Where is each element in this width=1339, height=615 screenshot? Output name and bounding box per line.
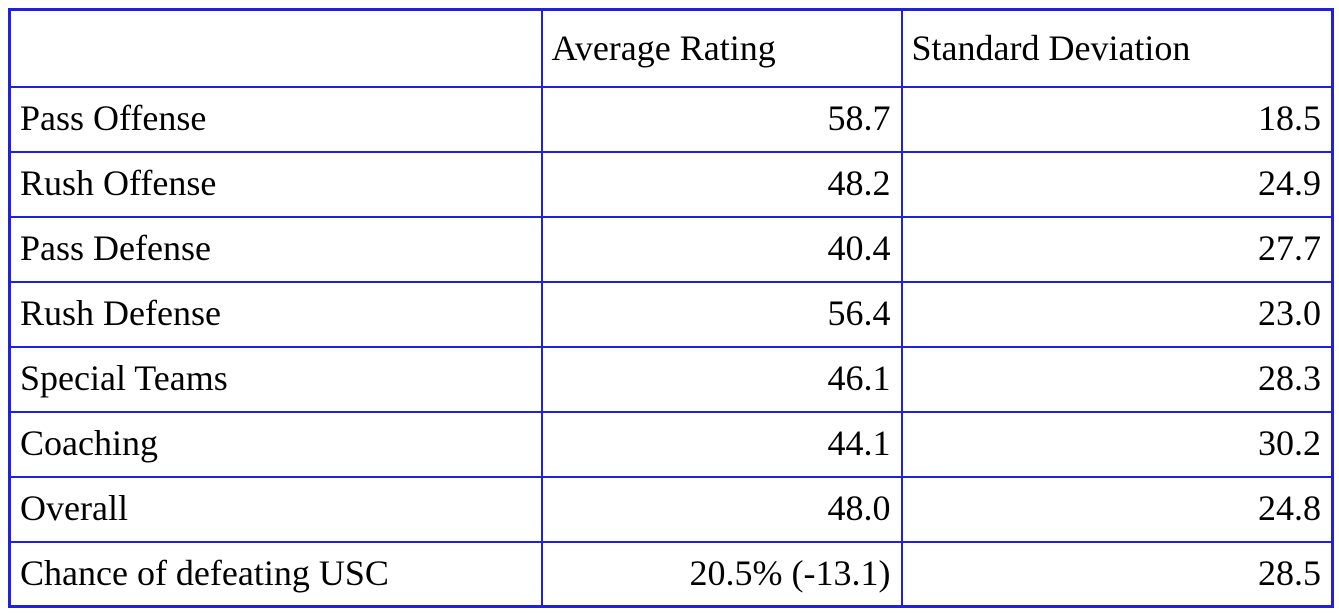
avg-rating: 20.5% (-13.1) xyxy=(540,540,903,608)
avg-rating: 58.7 xyxy=(540,85,903,153)
avg-rating: 44.1 xyxy=(540,410,903,478)
avg-rating: 48.2 xyxy=(540,150,903,218)
row-label: Pass Defense xyxy=(8,215,543,283)
row-label: Rush Offense xyxy=(8,150,543,218)
row-label: Rush Defense xyxy=(8,280,543,348)
row-label: Pass Offense xyxy=(8,85,543,153)
table-row-pass-defense: Pass Defense 40.4 27.7 xyxy=(8,215,1334,283)
std-deviation: 24.9 xyxy=(900,150,1334,218)
table-row-coaching: Coaching 44.1 30.2 xyxy=(8,410,1334,478)
avg-rating: 48.0 xyxy=(540,475,903,543)
avg-rating: 46.1 xyxy=(540,345,903,413)
avg-rating: 56.4 xyxy=(540,280,903,348)
header-row: Average Rating Standard Deviation xyxy=(8,8,1334,88)
row-label: Coaching xyxy=(8,410,543,478)
table-row-pass-offense: Pass Offense 58.7 18.5 xyxy=(8,85,1334,153)
table-row-rush-defense: Rush Defense 56.4 23.0 xyxy=(8,280,1334,348)
std-deviation: 28.3 xyxy=(900,345,1334,413)
ratings-table: Average Rating Standard Deviation Pass O… xyxy=(8,8,1334,608)
table-row-special-teams: Special Teams 46.1 28.3 xyxy=(8,345,1334,413)
avg-rating: 40.4 xyxy=(540,215,903,283)
std-deviation: 24.8 xyxy=(900,475,1334,543)
std-deviation: 23.0 xyxy=(900,280,1334,348)
std-deviation: 30.2 xyxy=(900,410,1334,478)
table-row-chance-of-defeating-usc: Chance of defeating USC 20.5% (-13.1) 28… xyxy=(8,540,1334,608)
std-deviation: 27.7 xyxy=(900,215,1334,283)
table-row-overall: Overall 48.0 24.8 xyxy=(8,475,1334,543)
std-deviation: 28.5 xyxy=(900,540,1334,608)
corner-cell xyxy=(8,8,543,88)
std-deviation: 18.5 xyxy=(900,85,1334,153)
row-label: Chance of defeating USC xyxy=(8,540,543,608)
row-label: Overall xyxy=(8,475,543,543)
std-deviation-header: Standard Deviation xyxy=(900,8,1334,88)
row-label: Special Teams xyxy=(8,345,543,413)
avg-rating-header: Average Rating xyxy=(540,8,903,88)
table-row-rush-offense: Rush Offense 48.2 24.9 xyxy=(8,150,1334,218)
